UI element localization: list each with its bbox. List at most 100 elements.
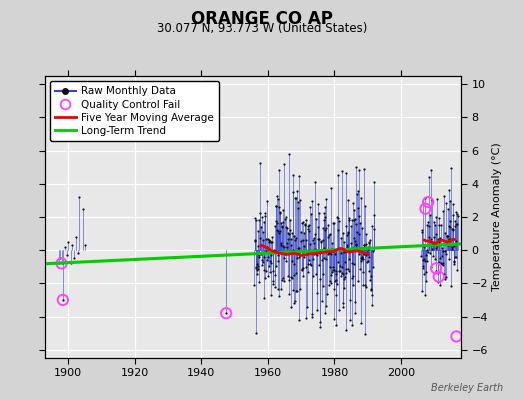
Point: [453, 221, 462, 228]
Point: [277, 220, 285, 227]
Point: [352, 242, 360, 248]
Point: [319, 270, 328, 277]
Point: [325, 278, 334, 284]
Point: [337, 235, 345, 241]
Point: [264, 272, 272, 279]
Point: [322, 256, 330, 262]
Point: [447, 243, 456, 250]
Point: [311, 179, 320, 186]
Point: [430, 234, 439, 240]
Point: [366, 237, 375, 243]
Point: [292, 270, 300, 276]
Point: [333, 226, 342, 233]
Point: [272, 193, 281, 200]
Point: [432, 243, 441, 249]
Point: [358, 225, 366, 232]
Point: [289, 246, 298, 253]
Point: [342, 266, 350, 272]
Point: [336, 273, 345, 280]
Point: [261, 275, 269, 282]
Point: [422, 269, 430, 276]
Point: [359, 242, 368, 249]
Point: [452, 333, 461, 340]
Point: [347, 223, 355, 229]
Point: [266, 257, 274, 264]
Point: [269, 281, 277, 287]
Point: [254, 266, 263, 272]
Point: [281, 251, 289, 257]
Point: [334, 268, 343, 274]
Point: [290, 271, 299, 278]
Point: [449, 226, 457, 232]
Point: [344, 230, 353, 236]
Point: [366, 276, 374, 283]
Point: [252, 217, 260, 224]
Point: [344, 266, 352, 272]
Point: [365, 254, 373, 261]
Point: [426, 212, 434, 218]
Point: [353, 228, 362, 235]
Point: [254, 243, 262, 250]
Point: [253, 267, 261, 273]
Point: [279, 254, 288, 261]
Point: [334, 259, 343, 266]
Point: [434, 258, 443, 265]
Point: [339, 167, 347, 174]
Point: [267, 260, 275, 267]
Point: [326, 231, 334, 238]
Point: [357, 255, 366, 261]
Point: [451, 254, 460, 260]
Point: [308, 198, 316, 204]
Point: [445, 223, 454, 229]
Point: [311, 231, 319, 238]
Point: [419, 263, 428, 269]
Point: [360, 250, 368, 257]
Point: [424, 218, 432, 225]
Point: [453, 213, 462, 219]
Point: [275, 230, 283, 236]
Point: [418, 288, 427, 294]
Point: [287, 242, 295, 248]
Point: [335, 217, 344, 224]
Point: [430, 219, 438, 225]
Point: [368, 264, 377, 270]
Point: [320, 210, 328, 216]
Point: [279, 219, 288, 226]
Point: [324, 249, 333, 256]
Point: [321, 227, 329, 233]
Point: [275, 204, 283, 210]
Point: [362, 230, 370, 237]
Point: [316, 318, 325, 325]
Point: [305, 222, 313, 228]
Point: [310, 250, 318, 257]
Point: [434, 270, 442, 276]
Point: [421, 195, 429, 201]
Point: [298, 219, 307, 225]
Point: [285, 151, 293, 157]
Point: [421, 258, 430, 264]
Point: [423, 248, 432, 255]
Point: [67, 260, 75, 267]
Point: [368, 302, 376, 309]
Point: [310, 234, 318, 241]
Point: [288, 258, 296, 264]
Point: [319, 282, 327, 289]
Point: [277, 242, 286, 248]
Point: [422, 222, 431, 229]
Point: [369, 212, 378, 219]
Point: [292, 195, 300, 201]
Point: [282, 224, 290, 230]
Point: [263, 244, 271, 251]
Point: [332, 271, 340, 277]
Point: [447, 282, 455, 289]
Point: [316, 324, 324, 331]
Point: [339, 230, 347, 236]
Point: [367, 223, 376, 230]
Point: [268, 239, 276, 245]
Point: [425, 223, 434, 229]
Point: [288, 275, 296, 282]
Point: [298, 267, 306, 273]
Point: [343, 244, 351, 250]
Point: [356, 265, 364, 272]
Point: [363, 249, 371, 256]
